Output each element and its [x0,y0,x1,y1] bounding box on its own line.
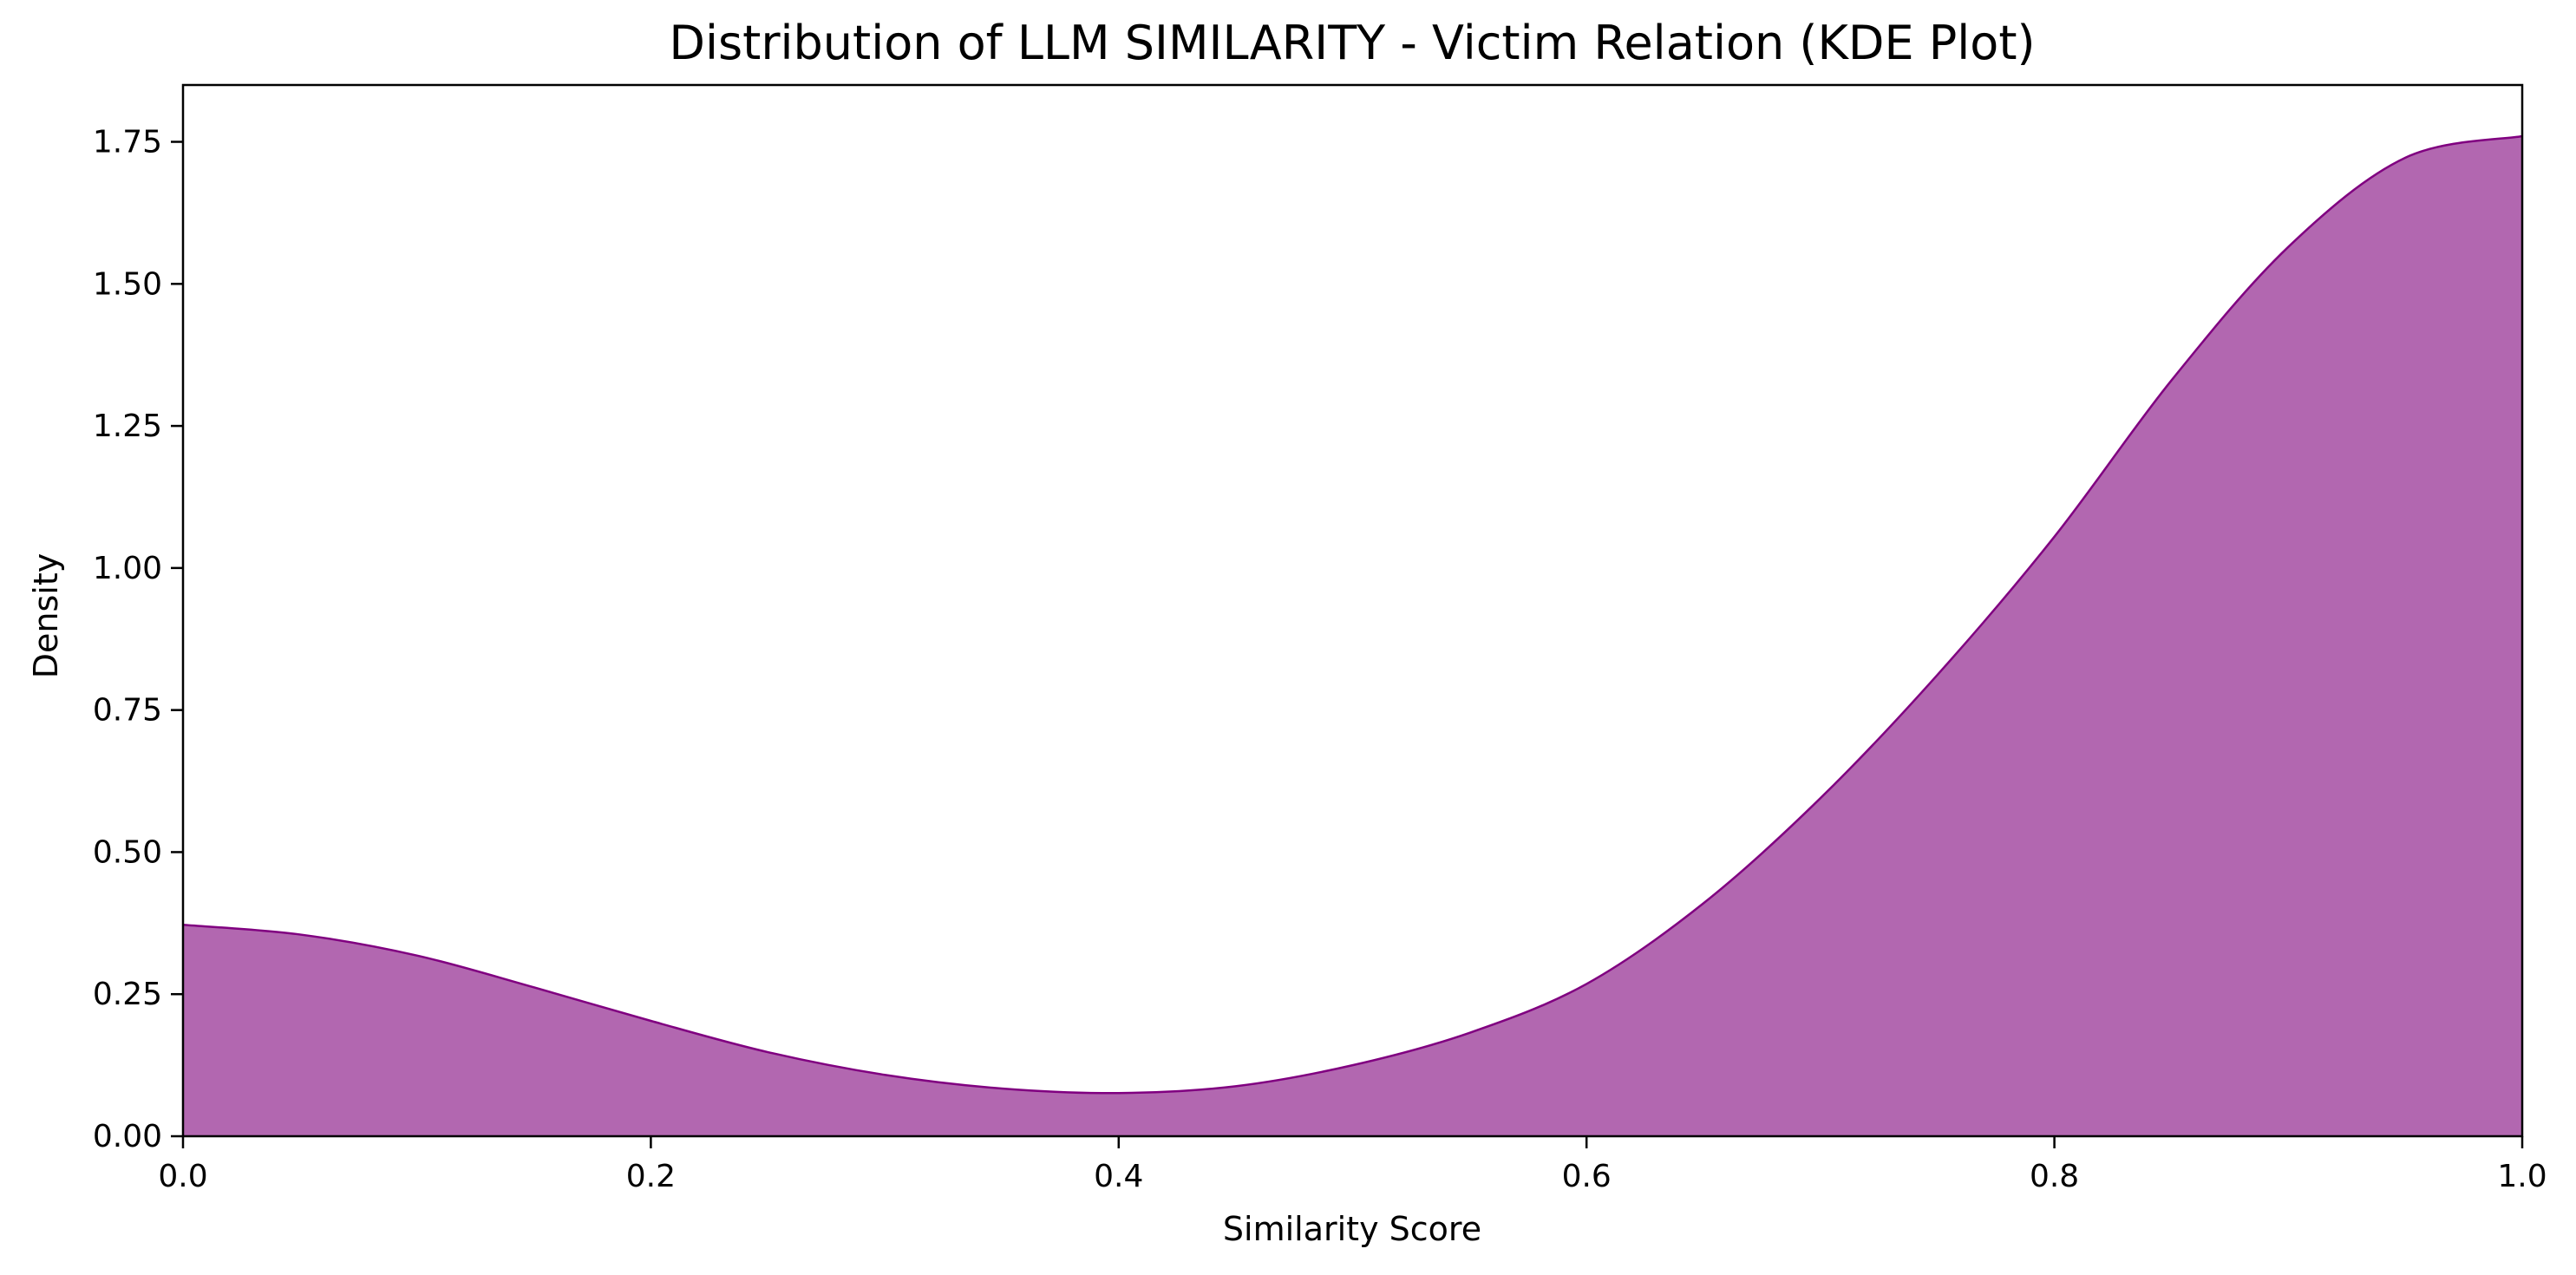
x-tick-label: 0.2 [626,1159,676,1194]
x-tick-label: 0.4 [1094,1159,1143,1194]
y-tick-label: 1.75 [93,125,162,160]
y-tick-label: 1.50 [93,266,162,302]
y-tick-label: 0.00 [93,1119,162,1154]
y-tick-label: 0.50 [93,834,162,870]
y-axis-label: Density [27,553,65,678]
x-tick-label: 0.6 [1562,1159,1612,1194]
y-tick-label: 0.75 [93,693,162,729]
y-axis-ticks: 0.00 0.25 0.50 0.75 1.00 1.25 1.50 1.75 [93,125,183,1154]
kde-curve-line [182,134,2523,1095]
y-tick-label: 1.00 [93,551,162,586]
y-tick-label: 0.25 [93,977,162,1012]
y-tick-label: 1.25 [93,409,162,444]
x-tick-label: 0.8 [2030,1159,2079,1194]
x-axis-ticks: 0.0 0.2 0.4 0.6 0.8 1.0 [158,1136,2547,1194]
x-tick-label: 1.0 [2497,1159,2547,1194]
x-tick-label: 0.0 [158,1159,207,1194]
plot-area [182,134,2523,1136]
plot-frame [181,83,2524,1138]
kde-fill-area [183,135,2522,1136]
chart-title: Distribution of LLM SIMILARITY - Victim … [669,16,2035,70]
x-axis-label: Similarity Score [1223,1210,1481,1248]
